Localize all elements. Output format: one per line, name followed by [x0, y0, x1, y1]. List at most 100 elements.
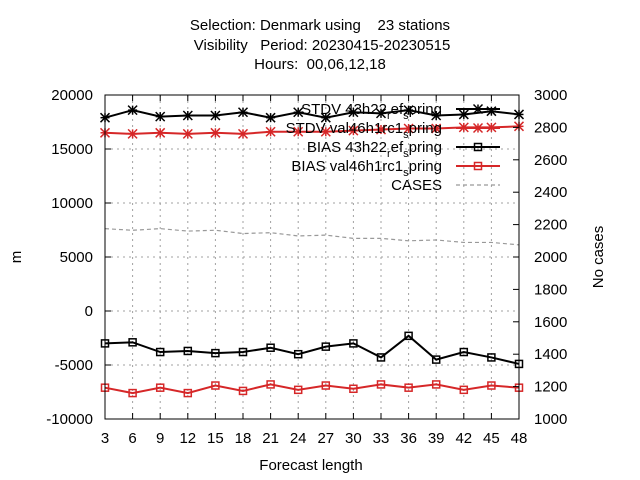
data-point: [459, 347, 469, 357]
data-point: [473, 142, 483, 152]
data-point: [473, 161, 483, 171]
legend-label: STDV val46h1rc1spring: [286, 120, 442, 141]
data-point: [321, 342, 331, 351]
data-point: [155, 347, 165, 357]
data-point: [238, 386, 248, 396]
y-tick-label: 15000: [51, 141, 93, 158]
series-line: [104, 109, 520, 119]
y2-tick-label: 2600: [534, 152, 567, 169]
x-tick-label: 18: [235, 430, 252, 447]
data-point: [320, 126, 331, 137]
legend-label: BIAS 43h22refspring: [307, 139, 442, 160]
data-point: [266, 343, 275, 352]
x-tick-label: 6: [128, 430, 136, 447]
chart-title-line-3: Hours: 00,06,12,18: [254, 56, 386, 73]
y2-tick-label: 1800: [534, 281, 567, 298]
data-point: [459, 385, 469, 395]
chart-title-line-1: Selection: Denmark using 23 stations: [189, 17, 451, 34]
series-2: [100, 331, 524, 369]
y2-tick-label: 1000: [534, 411, 567, 428]
legend-label: STDV 43h22refspring: [301, 101, 442, 122]
data-point: [403, 105, 414, 116]
y2-tick-label: 1200: [534, 379, 567, 396]
data-point: [472, 103, 484, 115]
series-0: [99, 105, 525, 123]
data-point: [487, 353, 496, 362]
legend-label: BIAS val46h1rc1spring: [291, 158, 442, 179]
data-point: [237, 107, 249, 118]
data-point: [265, 126, 276, 137]
y-tick-label: 20000: [51, 87, 93, 104]
data-point: [182, 110, 193, 121]
data-point: [293, 385, 303, 395]
data-point: [320, 112, 331, 123]
data-point: [375, 108, 387, 119]
y2-axis-label: No cases: [590, 226, 607, 289]
series-1: [99, 121, 525, 139]
legend-entry: BIAS val46h1rc1spring: [291, 158, 500, 179]
data-point: [266, 380, 275, 389]
data-point: [210, 127, 221, 138]
series-line: [104, 383, 520, 395]
data-point: [210, 110, 221, 121]
series-line: [104, 334, 520, 365]
x-axis-label: Forecast length: [259, 457, 362, 474]
data-point: [349, 339, 358, 348]
data-point: [293, 126, 304, 137]
data-point: [348, 107, 359, 118]
y-axis-label: m: [8, 251, 25, 264]
data-point: [404, 331, 413, 341]
data-point: [237, 128, 249, 139]
data-point: [487, 381, 496, 390]
x-tick-label: 9: [156, 430, 164, 447]
data-point: [293, 107, 304, 118]
data-point: [155, 127, 166, 138]
series-4: [104, 228, 520, 246]
data-point: [183, 388, 193, 398]
x-tick-label: 15: [207, 430, 224, 447]
data-point: [182, 128, 193, 139]
data-point: [155, 111, 166, 122]
legend-entry: CASES: [391, 177, 500, 194]
data-point: [431, 380, 441, 389]
y2-tick-label: 2200: [534, 217, 567, 234]
x-tick-label: 3: [101, 430, 109, 447]
data-point: [458, 109, 469, 120]
data-point: [155, 383, 165, 392]
data-point: [211, 381, 220, 390]
data-point: [127, 105, 138, 116]
y2-tick-label: 2800: [534, 119, 567, 136]
y-tick-label: -10000: [46, 411, 93, 428]
grid-lines: [105, 95, 519, 419]
x-tick-label: 48: [511, 430, 528, 447]
data-point: [403, 123, 414, 134]
legend-entry: STDV val46h1rc1spring: [286, 120, 500, 141]
x-tick-label: 30: [345, 430, 362, 447]
data-point: [376, 380, 386, 389]
data-point: [238, 347, 248, 357]
legend-label: CASES: [391, 177, 442, 194]
x-tick-label: 33: [373, 430, 390, 447]
x-tick-label: 12: [179, 430, 196, 447]
data-point: [431, 110, 442, 121]
data-point: [472, 122, 484, 134]
y2-tick-label: 3000: [534, 87, 567, 104]
data-point: [431, 123, 442, 134]
data-point: [431, 355, 441, 364]
series-line: [104, 125, 520, 135]
y-tick-label: 0: [85, 303, 93, 320]
data-point: [128, 338, 137, 347]
y-tick-label: 10000: [51, 195, 93, 212]
data-point: [127, 128, 138, 139]
x-tick-label: 45: [483, 430, 500, 447]
data-point: [321, 381, 331, 390]
axes: 3 6 9 12 15 18 21 24 27 30 33 36 39 42 45 48-10000-5000…: [46, 87, 567, 447]
data-point: [265, 112, 276, 123]
y2-tick-label: 1600: [534, 314, 567, 331]
data-point: [404, 383, 413, 392]
series-line: [104, 228, 520, 246]
y2-tick-label: 1400: [534, 346, 567, 363]
data-point: [375, 124, 387, 135]
